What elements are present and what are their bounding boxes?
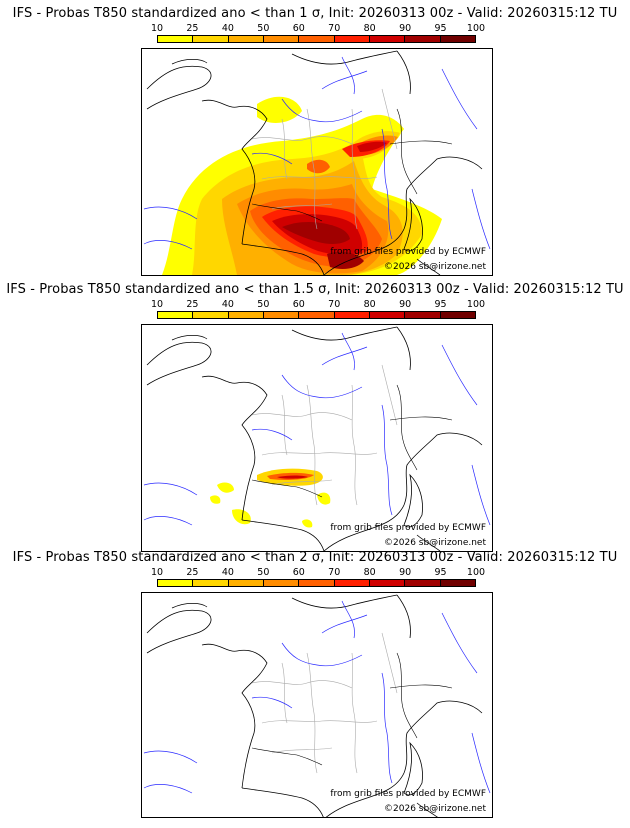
legend-label: 10: [150, 299, 164, 310]
legend-label: 10: [150, 23, 164, 34]
legend-swatch: [228, 312, 264, 318]
legend-swatch: [299, 312, 335, 318]
legend-label: 25: [186, 299, 199, 310]
legend-label: 90: [399, 567, 412, 578]
legend-bar: [157, 579, 476, 587]
legend-swatch: [263, 36, 300, 42]
probability-fill: [210, 468, 331, 528]
legend-labels: 10 25 40 50 60 70 80 90 95 100: [151, 23, 485, 34]
legend-swatch: [193, 312, 229, 318]
legend-label: 100: [466, 567, 486, 578]
legend-label: 70: [328, 299, 341, 310]
panel-1-sigma: IFS - Probas T850 standardized ano < tha…: [0, 0, 630, 276]
legend-label: 50: [257, 299, 270, 310]
legend-swatch: [440, 36, 475, 42]
legend-swatch: [369, 312, 406, 318]
legend-label: 100: [466, 23, 486, 34]
probability-map: from grib files provided by ECMWF ©2026 …: [141, 48, 493, 276]
legend-swatch: [228, 36, 264, 42]
legend-label: 40: [221, 299, 234, 310]
legend-swatch: [440, 312, 475, 318]
legend-swatch: [334, 580, 370, 586]
legend-label: 90: [399, 299, 412, 310]
legend-label: 25: [186, 23, 199, 34]
legend-label: 10: [150, 567, 164, 578]
legend-label: 50: [257, 23, 270, 34]
legend-swatch: [334, 36, 370, 42]
probability-map: from grib files provided by ECMWF ©2026 …: [141, 592, 493, 818]
legend-labels: 10 25 40 50 60 70 80 90 95 100: [151, 567, 485, 578]
legend-swatch: [158, 36, 194, 42]
panel-2-sigma: IFS - Probas T850 standardized ano < tha…: [0, 544, 630, 820]
color-legend: 10 25 40 50 60 70 80 90 95 100: [151, 23, 485, 45]
copyright-credit: ©2026 sb@irizone.net: [384, 262, 486, 272]
color-legend: 10 25 40 50 60 70 80 90 95 100: [151, 567, 485, 589]
source-credit: from grib files provided by ECMWF: [330, 789, 486, 799]
legend-swatch: [193, 580, 229, 586]
legend-label: 70: [328, 23, 341, 34]
legend-swatch: [263, 312, 300, 318]
legend-swatch: [158, 580, 194, 586]
map-canvas: [143, 594, 491, 817]
legend-bar: [157, 311, 476, 319]
legend-label: 90: [399, 23, 412, 34]
rivers: [143, 332, 491, 526]
coastlines: [146, 50, 483, 275]
legend-label: 40: [221, 23, 234, 34]
legend-swatch: [440, 580, 475, 586]
legend-label: 60: [292, 23, 305, 34]
legend-swatch: [263, 580, 300, 586]
legend-label: 60: [292, 567, 305, 578]
legend-swatch: [405, 36, 441, 42]
legend-label: 100: [466, 299, 486, 310]
rivers: [143, 600, 491, 794]
legend-swatch: [405, 580, 441, 586]
legend-swatch: [369, 580, 406, 586]
source-credit: from grib files provided by ECMWF: [330, 247, 486, 257]
legend-label: 95: [434, 567, 447, 578]
legend-label: 95: [434, 299, 447, 310]
color-legend: 10 25 40 50 60 70 80 90 95 100: [151, 299, 485, 321]
map-canvas: [143, 50, 491, 275]
legend-bar: [157, 35, 476, 43]
legend-swatch: [158, 312, 194, 318]
legend-label: 70: [328, 567, 341, 578]
region-borders: [251, 88, 398, 230]
coastlines: [146, 326, 483, 551]
country-borders: [251, 108, 453, 222]
panel-1-5-sigma: IFS - Probas T850 standardized ano < tha…: [0, 276, 630, 552]
legend-swatch: [193, 36, 229, 42]
legend-swatch: [405, 312, 441, 318]
copyright-credit: ©2026 sb@irizone.net: [384, 804, 486, 814]
legend-label: 95: [434, 23, 447, 34]
legend-swatch: [369, 36, 406, 42]
legend-label: 25: [186, 567, 199, 578]
legend-label: 40: [221, 567, 234, 578]
country-borders: [251, 652, 453, 766]
legend-labels: 10 25 40 50 60 70 80 90 95 100: [151, 299, 485, 310]
coastlines: [146, 594, 483, 817]
map-canvas: [143, 326, 491, 551]
legend-swatch: [299, 580, 335, 586]
panel-title: IFS - Probas T850 standardized ano < tha…: [6, 282, 624, 297]
rivers: [143, 56, 491, 250]
probability-fill: [162, 96, 442, 275]
legend-label: 50: [257, 567, 270, 578]
copyright-credit: ©2026 sb@irizone.net: [384, 538, 486, 548]
source-credit: from grib files provided by ECMWF: [330, 523, 486, 533]
country-borders: [251, 384, 453, 498]
panel-title: IFS - Probas T850 standardized ano < tha…: [12, 6, 618, 21]
legend-label: 60: [292, 299, 305, 310]
legend-swatch: [299, 36, 335, 42]
legend-label: 80: [363, 299, 376, 310]
legend-label: 80: [363, 23, 376, 34]
legend-label: 80: [363, 567, 376, 578]
legend-swatch: [334, 312, 370, 318]
legend-swatch: [228, 580, 264, 586]
probability-map: from grib files provided by ECMWF ©2026 …: [141, 324, 493, 552]
panel-title: IFS - Probas T850 standardized ano < tha…: [12, 550, 618, 565]
